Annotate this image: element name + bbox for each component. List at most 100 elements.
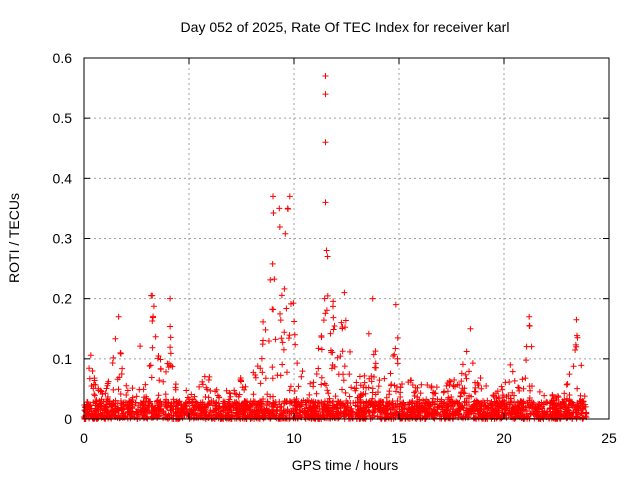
data-point <box>127 398 134 405</box>
data-point <box>390 352 397 359</box>
data-point <box>313 371 320 378</box>
data-point <box>330 398 337 405</box>
data-point <box>354 412 361 419</box>
data-point <box>431 406 438 413</box>
data-point <box>196 383 203 390</box>
data-point <box>329 349 336 356</box>
x-tick-label: 15 <box>391 430 407 446</box>
data-point <box>259 369 266 376</box>
data-point <box>170 396 177 403</box>
data-point <box>566 397 573 404</box>
y-tick-label: 0.2 <box>53 291 73 307</box>
x-tick-label: 0 <box>80 430 88 446</box>
data-point <box>577 392 584 399</box>
data-point <box>115 407 122 414</box>
data-point <box>481 399 488 406</box>
data-point <box>91 375 98 382</box>
data-point <box>119 365 126 372</box>
data-point <box>432 400 439 407</box>
data-point <box>213 407 220 414</box>
data-point <box>127 409 134 416</box>
data-point <box>536 388 543 395</box>
data-point <box>545 415 552 422</box>
data-point <box>157 356 164 363</box>
data-point <box>348 405 355 412</box>
data-point <box>183 399 190 406</box>
data-point <box>523 407 530 414</box>
data-point <box>118 371 125 378</box>
data-point <box>174 402 181 409</box>
data-point <box>140 398 147 405</box>
data-point <box>387 370 394 377</box>
data-point <box>582 409 589 416</box>
data-point <box>117 349 124 356</box>
data-point <box>197 411 204 418</box>
data-point <box>312 402 319 409</box>
data-point <box>341 411 348 418</box>
data-point <box>151 410 158 417</box>
data-point <box>574 385 581 392</box>
data-point <box>318 346 325 353</box>
data-point <box>458 370 465 377</box>
data-point <box>264 398 271 405</box>
x-tick-label: 20 <box>496 430 512 446</box>
data-point <box>115 313 122 320</box>
data-point <box>330 403 337 410</box>
data-point <box>183 387 190 394</box>
data-point <box>553 394 560 401</box>
data-point <box>126 405 133 412</box>
data-point <box>514 405 521 412</box>
data-point <box>88 405 95 412</box>
data-point <box>520 385 527 392</box>
data-point <box>399 380 406 387</box>
data-point <box>90 399 97 406</box>
data-point <box>119 406 126 413</box>
data-point <box>324 387 331 394</box>
data-point <box>110 386 117 393</box>
data-point <box>445 394 452 401</box>
data-point <box>117 350 124 357</box>
data-point <box>339 325 346 332</box>
data-point <box>392 401 399 408</box>
data-point <box>170 403 177 410</box>
data-point <box>411 389 418 396</box>
data-point <box>87 352 94 359</box>
data-point <box>318 332 325 339</box>
data-point <box>524 400 531 407</box>
data-point <box>313 411 320 418</box>
data-point <box>445 402 452 409</box>
data-point <box>447 378 454 385</box>
data-point <box>498 383 505 390</box>
data-point <box>460 405 467 412</box>
data-point <box>357 405 364 412</box>
data-point <box>102 390 109 397</box>
data-point <box>375 383 382 390</box>
data-point <box>393 388 399 395</box>
data-point <box>277 310 284 317</box>
data-point <box>156 377 163 384</box>
data-point <box>566 411 573 418</box>
data-point <box>409 382 416 389</box>
data-point <box>371 412 378 419</box>
data-point <box>167 334 174 341</box>
data-point <box>483 383 490 390</box>
data-point <box>86 375 93 382</box>
data-point <box>180 403 187 410</box>
data-point <box>239 415 246 422</box>
data-point <box>155 352 162 359</box>
data-point <box>443 411 450 418</box>
data-point <box>315 408 322 415</box>
data-point <box>123 392 130 399</box>
data-point <box>260 337 267 344</box>
data-point <box>412 400 419 407</box>
data-point <box>486 409 493 416</box>
data-point <box>104 380 111 387</box>
data-point <box>184 410 191 417</box>
data-point <box>472 384 479 391</box>
data-point <box>358 407 365 414</box>
data-point <box>323 408 330 415</box>
data-point <box>147 362 154 369</box>
data-point <box>443 382 450 389</box>
data-point <box>405 415 412 422</box>
data-point <box>109 359 116 366</box>
